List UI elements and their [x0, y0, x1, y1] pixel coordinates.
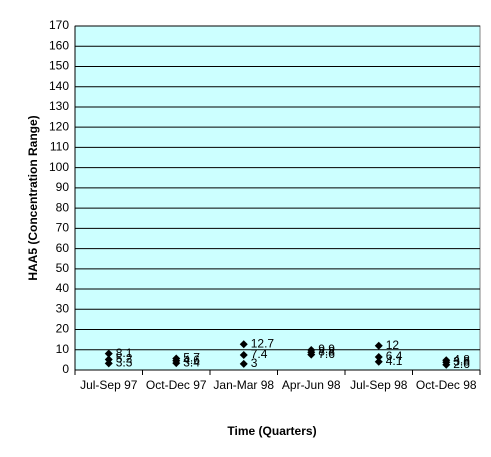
marker: [307, 350, 316, 359]
x-tick-label: Apr-Jun 98: [281, 378, 341, 392]
marker: [239, 340, 248, 349]
data-label: 9.9: [318, 342, 335, 356]
y-tick-label: 20: [56, 322, 70, 336]
data-label: 2.6: [453, 357, 470, 371]
y-tick-label: 40: [56, 281, 70, 295]
data-label: 4.8: [453, 352, 470, 366]
plot-area: [74, 25, 481, 371]
x-tick-label: Oct-Dec 98: [415, 378, 477, 392]
y-tick-label: 10: [56, 342, 70, 356]
data-label: 4.1: [386, 354, 403, 368]
y-tick-label: 50: [56, 261, 70, 275]
marker: [172, 359, 181, 368]
marker: [104, 349, 113, 358]
marker: [442, 360, 451, 369]
data-label: 5.2: [116, 352, 133, 366]
marker: [374, 357, 383, 366]
data-label: 12: [386, 338, 400, 352]
data-label: 7.6: [318, 347, 335, 361]
data-label: 3.3: [116, 355, 133, 369]
y-tick-label: 150: [49, 59, 69, 73]
data-label: 3: [251, 356, 258, 370]
y-tick-label: 90: [56, 180, 70, 194]
data-label: 12.7: [251, 336, 275, 350]
y-tick-label: 30: [56, 301, 70, 315]
x-tick-label: Jan-Mar 98: [213, 378, 275, 392]
y-tick-label: 70: [56, 221, 70, 235]
marker: [374, 341, 383, 350]
x-tick-label: Oct-Dec 97: [145, 378, 207, 392]
data-label: 7.4: [251, 347, 268, 361]
data-label: 3.8: [453, 354, 470, 368]
y-axis-title: HAA5 (Concentration Range): [26, 115, 40, 280]
marker: [239, 351, 248, 360]
y-tick-label: 130: [49, 99, 69, 113]
y-tick-label: 140: [49, 79, 69, 93]
y-tick-label: 120: [49, 119, 69, 133]
y-tick-label: 160: [49, 38, 69, 52]
y-tick-label: 0: [62, 362, 69, 376]
data-label: 8.1: [116, 346, 133, 360]
y-tick-label: 80: [56, 200, 70, 214]
y-tick-label: 60: [56, 241, 70, 255]
y-tick-label: 100: [49, 160, 69, 174]
data-label: 5.7: [183, 351, 200, 365]
y-tick-label: 170: [49, 18, 69, 32]
x-axis-title: Time (Quarters): [227, 424, 316, 438]
x-tick-label: Jul-Sep 97: [80, 378, 138, 392]
data-label: 4.6: [183, 353, 200, 367]
marker: [374, 353, 383, 362]
data-label: 6.4: [386, 349, 403, 363]
x-tick-label: Jul-Sep 98: [350, 378, 408, 392]
y-tick-label: 110: [50, 140, 69, 154]
data-label: 8.8: [318, 344, 335, 358]
marker: [239, 359, 248, 368]
data-label: 3.4: [183, 355, 200, 369]
marker: [104, 359, 113, 368]
